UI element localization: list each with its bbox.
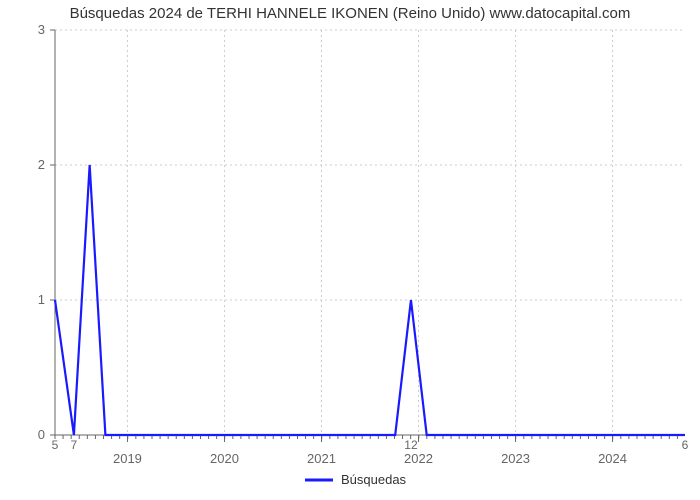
x-tick-label: 2020 <box>210 451 239 466</box>
value-label: 5 <box>52 438 59 452</box>
y-tick-label: 0 <box>38 427 45 442</box>
x-tick-label: 2019 <box>113 451 142 466</box>
x-tick-label: 2021 <box>307 451 336 466</box>
chart-container: Búsquedas 2024 de TERHI HANNELE IKONEN (… <box>0 0 700 500</box>
value-label: 6 <box>682 438 689 452</box>
legend-label: Búsquedas <box>341 472 407 487</box>
y-tick-label: 2 <box>38 157 45 172</box>
line-chart: Búsquedas 2024 de TERHI HANNELE IKONEN (… <box>0 0 700 500</box>
x-tick-label: 2024 <box>598 451 627 466</box>
value-label: 7 <box>71 438 78 452</box>
x-tick-label: 2022 <box>404 451 433 466</box>
x-tick-label: 2023 <box>501 451 530 466</box>
value-label: 12 <box>404 438 418 452</box>
y-tick-label: 1 <box>38 292 45 307</box>
y-tick-label: 3 <box>38 22 45 37</box>
chart-title: Búsquedas 2024 de TERHI HANNELE IKONEN (… <box>70 5 631 22</box>
